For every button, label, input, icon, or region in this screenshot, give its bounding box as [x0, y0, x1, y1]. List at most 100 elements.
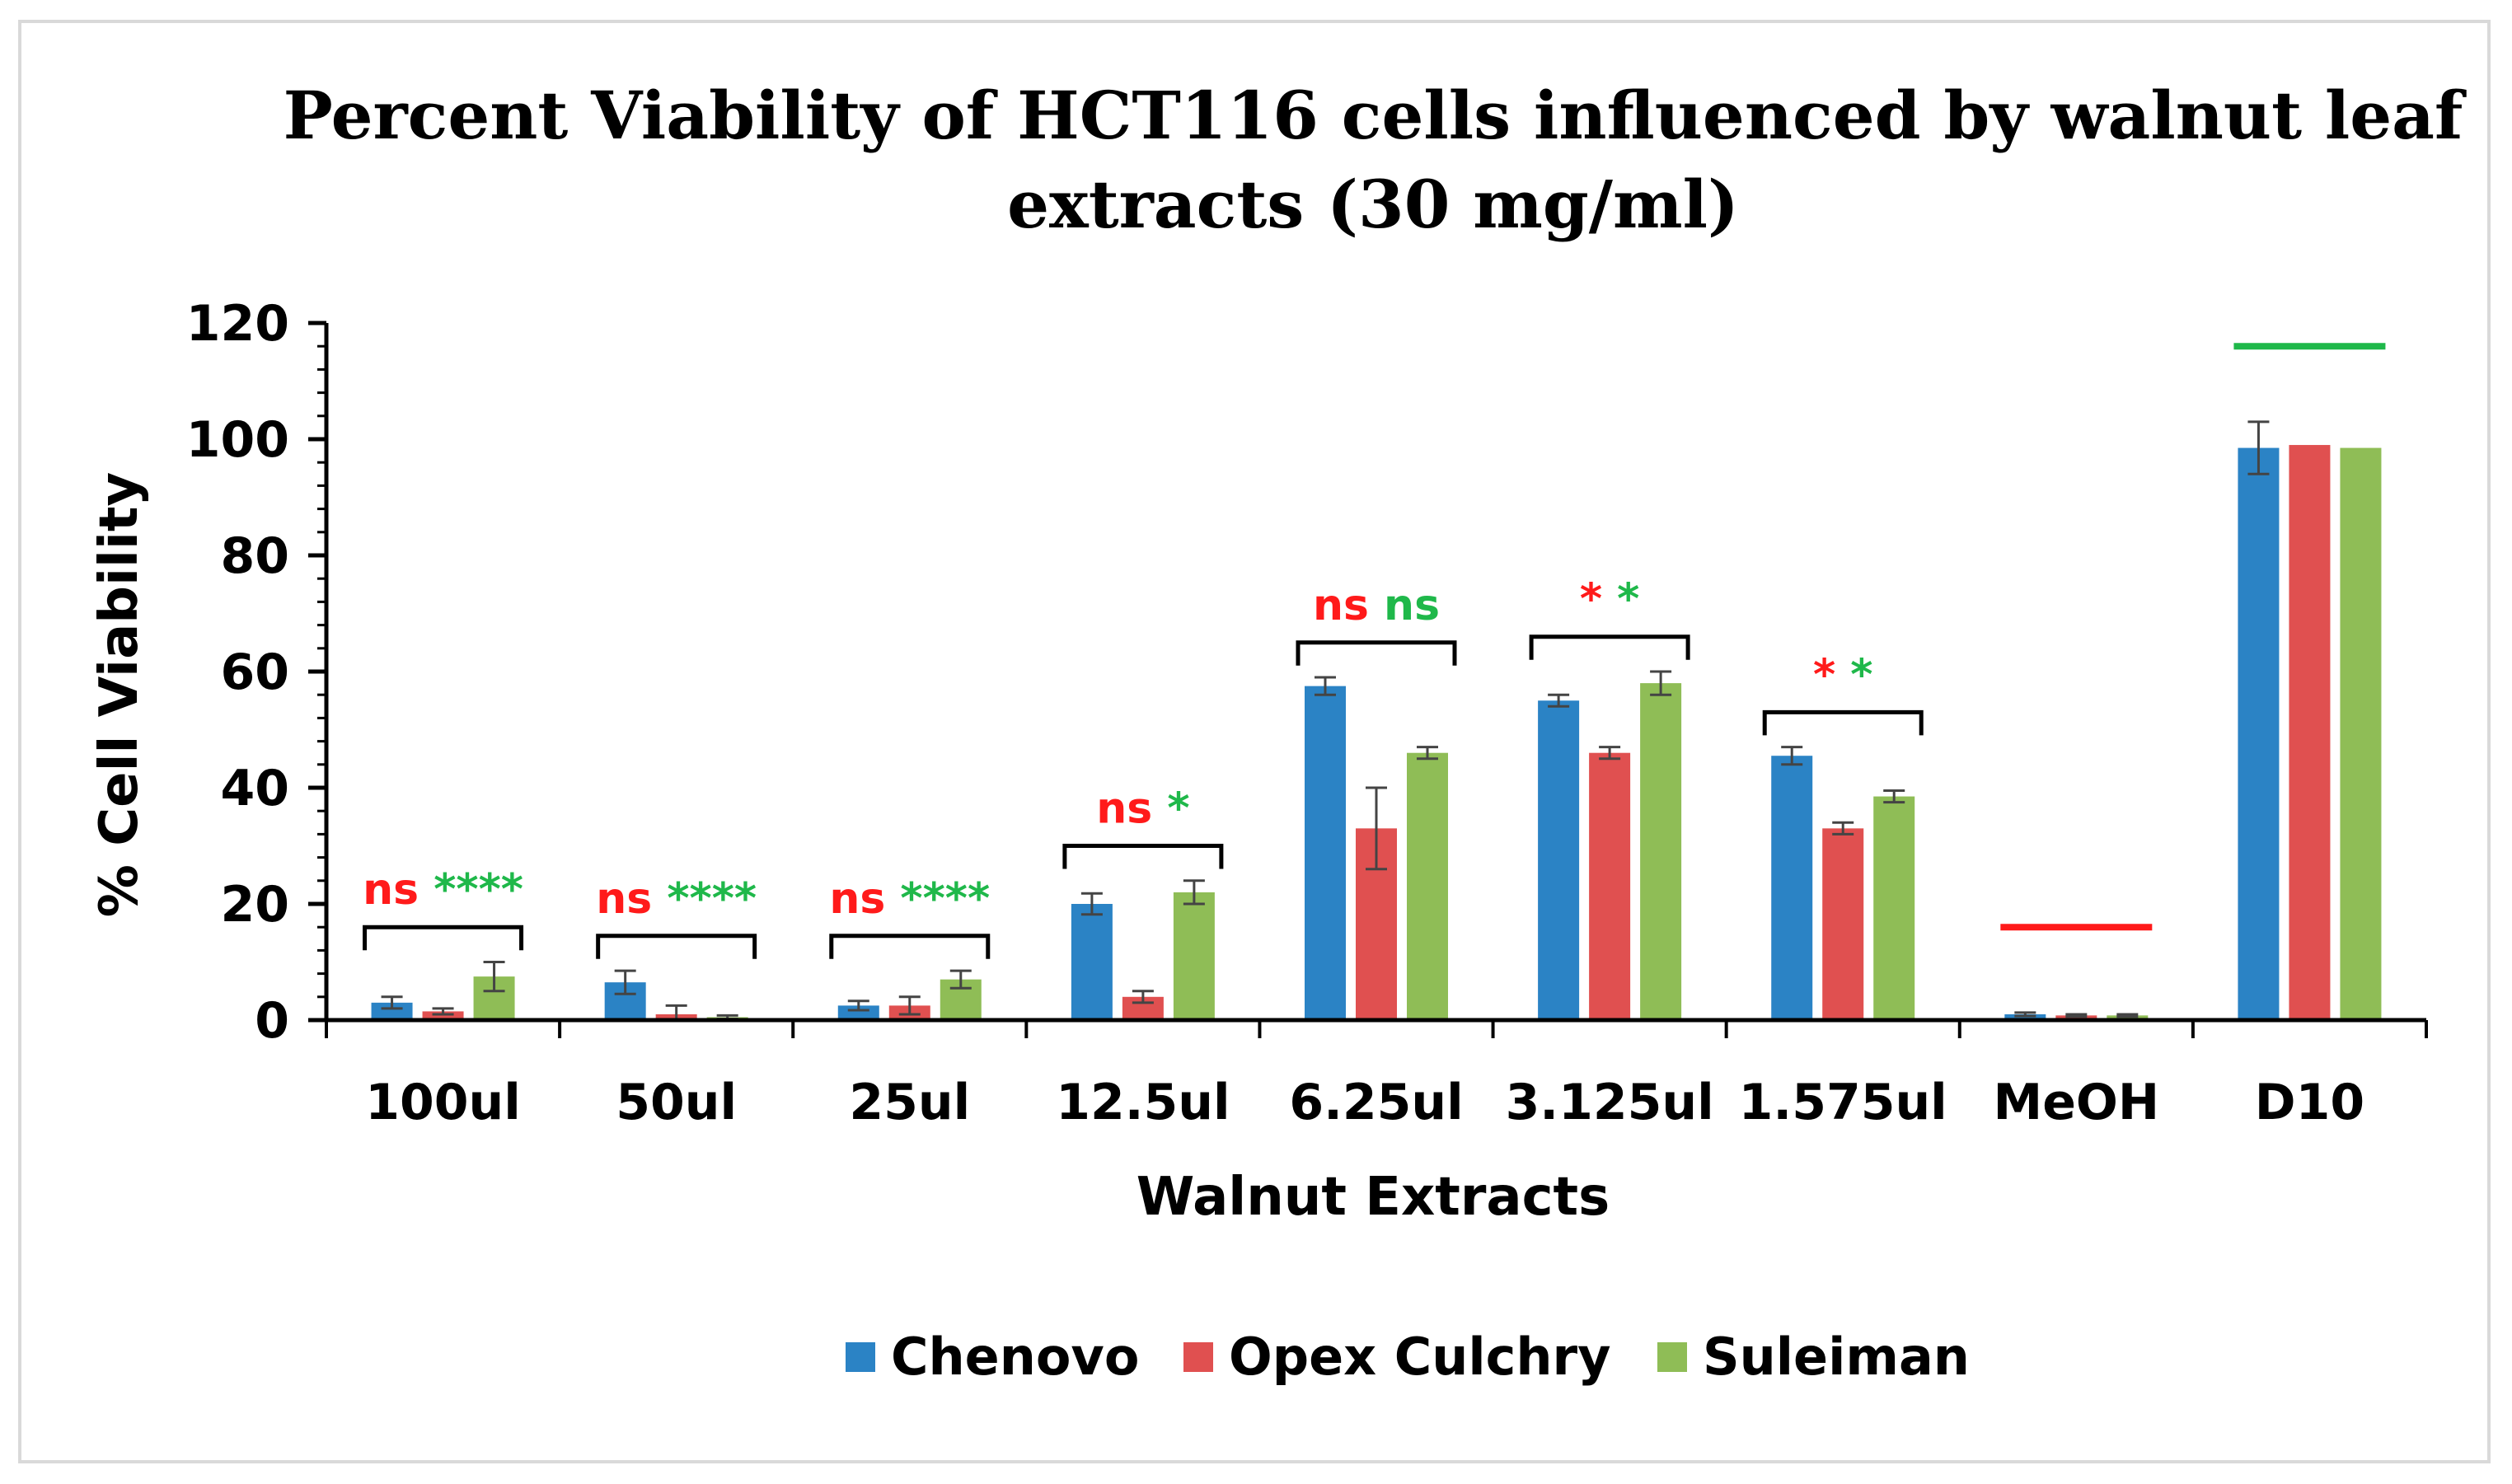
significance-25ul: ns ****	[829, 874, 991, 959]
y-tick-label: 60	[221, 644, 290, 701]
legend-item-opex-culchry: Opex Culchry	[1183, 1327, 1611, 1387]
significance-red: *	[1813, 650, 1835, 700]
significance-bracket	[1529, 634, 1690, 660]
error-bar	[847, 999, 869, 1012]
x-axis-title: Walnut Extracts	[1136, 1167, 1610, 1228]
bar-suleiman-1-575ul	[1873, 796, 1915, 1020]
x-tick-label: 100ul	[365, 1074, 521, 1131]
bar-opex-culchry-d10	[2289, 445, 2331, 1020]
chart-frame: Percent Viability of HCT116 cells influe…	[18, 20, 2491, 1463]
significance-bracket	[1296, 640, 1457, 666]
significance-green: ****	[667, 874, 757, 924]
bar-chenovo-6-25ul	[1305, 686, 1346, 1020]
error-bar	[949, 969, 972, 990]
legend-swatch	[846, 1342, 875, 1372]
error-bar	[614, 969, 636, 995]
error-bar	[1832, 821, 1854, 836]
error-bar	[2247, 420, 2270, 475]
significance-bracket	[363, 925, 524, 951]
bar-opex-culchry-1-575ul	[1822, 828, 1864, 1020]
error-bar	[2116, 1013, 2139, 1018]
x-tick-label: 12.5ul	[1056, 1074, 1230, 1131]
significance-red: ns	[363, 865, 419, 915]
significance-bracket	[596, 934, 757, 959]
legend-label: Opex Culchry	[1229, 1327, 1611, 1387]
significance-bracket	[829, 934, 991, 959]
significance-6-25ul: ns ns	[1296, 581, 1457, 666]
significance-green: ****	[434, 865, 523, 915]
bar-chenovo-d10	[2238, 447, 2280, 1020]
significance-label: * *	[1813, 650, 1873, 700]
significance-green: *	[1167, 784, 1189, 834]
significance-bracket	[1062, 844, 1224, 869]
x-tick-label: D10	[2255, 1074, 2364, 1131]
significance-green: *	[1617, 575, 1639, 625]
significance-red: ns	[829, 874, 885, 924]
bar-suleiman-d10	[2340, 447, 2382, 1020]
significance-green: ns	[1384, 581, 1440, 630]
axes: 0 20 40 60 80 100 120 100ul 50ul 25ul 12.5ul 6.25ul…	[186, 295, 2428, 1131]
chart-title-line-2: extracts (30 mg/ml)	[1007, 166, 1739, 243]
x-tick-label: 6.25ul	[1289, 1074, 1463, 1131]
bar-opex-culchry-3-125ul	[1589, 752, 1631, 1020]
error-bar	[1599, 746, 1621, 761]
bars	[371, 420, 2382, 1022]
error-bar	[432, 1007, 454, 1016]
significance-100ul: ns ****	[363, 865, 524, 951]
significance-label: ns ****	[363, 865, 523, 915]
error-bar	[1080, 892, 1103, 916]
error-bar	[1315, 676, 1336, 696]
error-bar	[2014, 1011, 2036, 1018]
significance-green: ****	[900, 874, 990, 924]
significance-label: ns ****	[829, 874, 990, 924]
error-bar	[1650, 670, 1672, 696]
significance-1-575ul: * *	[1762, 650, 1924, 736]
error-bar	[1883, 789, 1905, 804]
bar-suleiman-6-25ul	[1407, 752, 1448, 1020]
significance-green: *	[1850, 650, 1872, 700]
legend-label: Suleiman	[1703, 1327, 1970, 1387]
error-bar	[1548, 693, 1570, 708]
y-tick-label: 120	[186, 295, 289, 353]
y-tick-label: 20	[221, 876, 290, 934]
y-tick-label: 0	[255, 992, 289, 1050]
significance-50ul: ns ****	[596, 874, 757, 959]
legend-swatch	[1657, 1342, 1687, 1372]
bar-chenovo-1-575ul	[1771, 756, 1813, 1020]
x-tick-label: 25ul	[849, 1074, 970, 1131]
error-bar	[2065, 1013, 2088, 1018]
x-tick-label: 1.575ul	[1739, 1074, 1947, 1131]
significance-3-125ul: * *	[1529, 575, 1690, 660]
error-bar	[1417, 746, 1438, 761]
bar-chart: Percent Viability of HCT116 cells influe…	[89, 77, 2467, 1387]
legend: Chenovo Opex Culchry Suleiman	[846, 1327, 1970, 1387]
error-bar	[1183, 879, 1205, 906]
significance-bracket	[1762, 709, 1924, 736]
error-bar	[483, 961, 505, 993]
error-bar	[1781, 746, 1803, 766]
significance-label: ns ns	[1313, 581, 1440, 630]
bar-chenovo-12-5ul	[1071, 904, 1113, 1020]
y-axis-title: % Cell Viability	[89, 472, 150, 917]
significance-label: ns *	[1096, 784, 1189, 834]
error-bar	[1366, 786, 1387, 871]
x-tick-label: 3.125ul	[1506, 1074, 1714, 1131]
y-tick-label: 100	[186, 411, 289, 469]
y-tick-label: 80	[221, 527, 290, 585]
significance-annotations: ns **** ns **** ns ****ns *ns ns * ** *	[363, 343, 2386, 959]
legend-label: Chenovo	[891, 1327, 1139, 1387]
legend-item-suleiman: Suleiman	[1657, 1327, 1970, 1387]
significance-red: *	[1580, 575, 1602, 625]
chart-title-line-1: Percent Viability of HCT116 cells influe…	[284, 77, 2467, 154]
x-tick-label: MeOH	[1994, 1074, 2160, 1131]
significance-red: ns	[1313, 581, 1369, 630]
error-bar	[898, 995, 921, 1016]
error-bar	[1132, 990, 1154, 1004]
bar-suleiman-12-5ul	[1173, 892, 1215, 1020]
error-bar	[381, 995, 403, 1010]
legend-item-chenovo: Chenovo	[846, 1327, 1139, 1387]
bar-suleiman-3-125ul	[1640, 683, 1682, 1020]
significance-label: * *	[1580, 575, 1640, 625]
x-tick-label: 50ul	[616, 1074, 737, 1131]
significance-12-5ul: ns *	[1062, 784, 1224, 869]
